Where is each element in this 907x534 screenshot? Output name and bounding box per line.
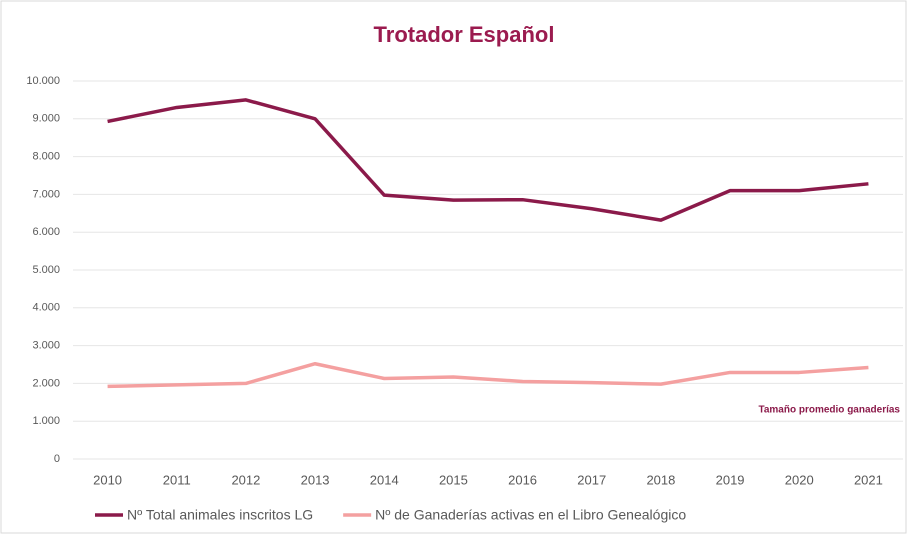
x-tick-label: 2016: [508, 472, 537, 487]
x-tick-label: 2011: [163, 472, 191, 487]
y-tick-label: 3.000: [32, 340, 60, 352]
y-tick-label: 1.000: [32, 415, 60, 427]
chart-title: Trotador Español: [374, 22, 555, 47]
y-tick-label: 7.000: [32, 188, 60, 200]
y-tick-label: 0: [54, 453, 60, 465]
y-tick-label: 10.000: [26, 75, 60, 87]
x-tick-label: 2014: [370, 472, 399, 487]
y-tick-label: 9.000: [32, 113, 60, 125]
x-tick-label: 2012: [231, 472, 260, 487]
x-tick-label: 2017: [577, 472, 606, 487]
y-tick-label: 4.000: [32, 302, 60, 314]
series-line: [107, 361, 869, 389]
x-tick-label: 2010: [93, 472, 122, 487]
y-tick-label: 6.000: [32, 226, 60, 238]
x-tick-label: 2019: [716, 472, 745, 487]
x-tick-label: 2015: [439, 472, 468, 487]
legend-label: Nº de Ganaderías activas en el Libro Gen…: [375, 507, 686, 523]
x-tick-label: 2020: [785, 472, 814, 487]
x-tick-label: 2018: [646, 472, 675, 487]
x-tick-label: 2013: [301, 472, 330, 487]
annotation: Tamaño promedio ganaderías: [758, 405, 900, 416]
legend-label: Nº Total animales inscritos LG: [127, 507, 313, 523]
y-tick-label: 5.000: [32, 264, 60, 276]
series-line: [107, 98, 869, 222]
y-tick-label: 8.000: [32, 151, 60, 163]
x-tick-label: 2021: [854, 472, 883, 487]
y-tick-label: 2.000: [32, 377, 60, 389]
